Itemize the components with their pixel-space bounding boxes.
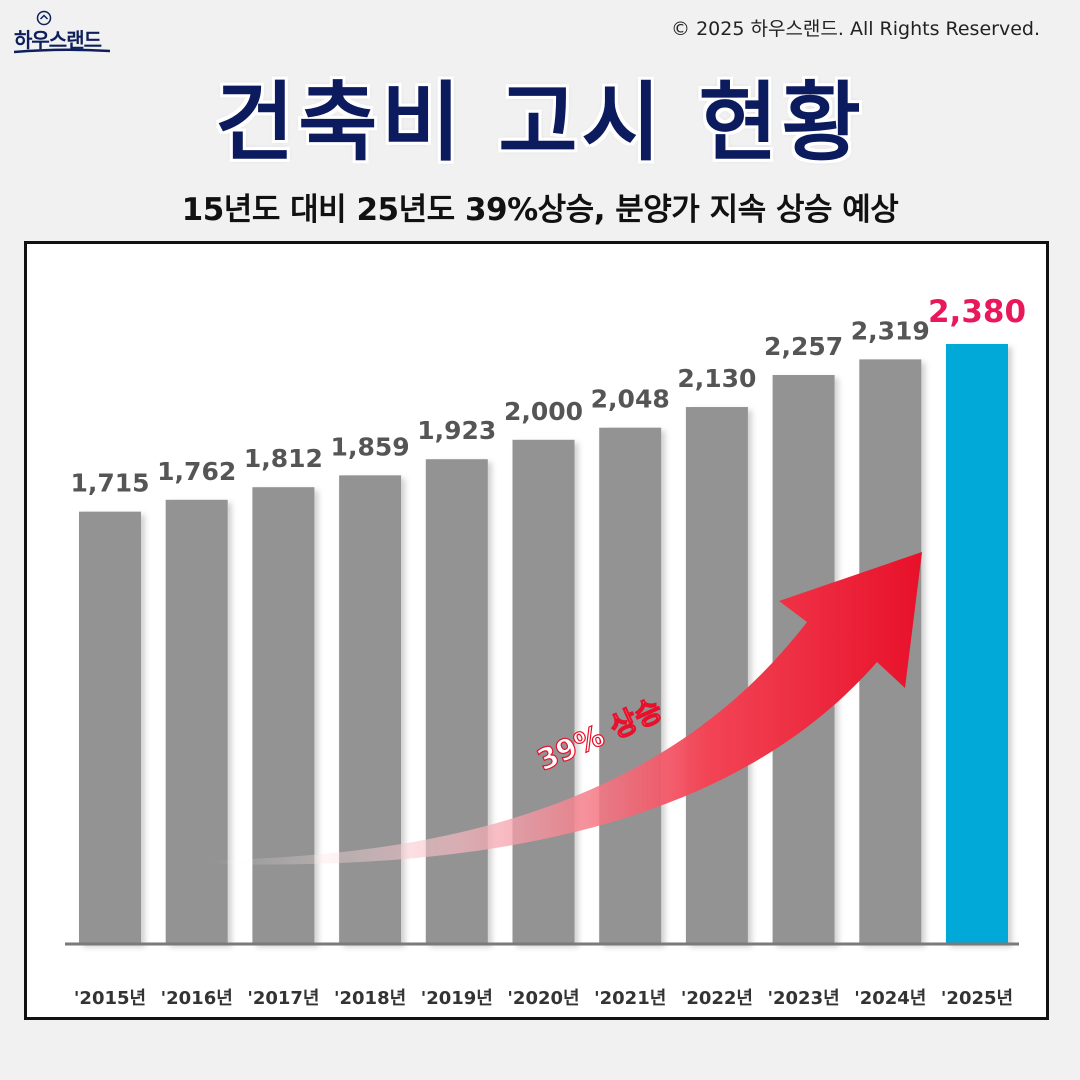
bar-2020 (512, 439, 575, 944)
chart-panel: 39% 상승 1,715'2015년 1,762'2016년 1,812'2017년… (24, 241, 1049, 1020)
category-label: '2020년 (507, 988, 579, 1009)
value-label: 2,130 (677, 364, 756, 393)
value-label: 2,257 (764, 332, 843, 361)
category-label: '2024년 (854, 988, 926, 1009)
value-label: 1,923 (417, 416, 496, 445)
copyright-notice: © 2025 하우스랜드. All Rights Reserved. (671, 18, 1040, 40)
value-label: 1,715 (70, 469, 149, 498)
category-label: '2016년 (161, 988, 233, 1009)
category-label: '2015년 (74, 988, 146, 1009)
category-label: '2019년 (421, 988, 493, 1009)
category-label: '2022년 (681, 988, 753, 1009)
bar-2018 (339, 475, 402, 944)
value-label: 1,859 (331, 432, 410, 461)
value-label: 2,380 (928, 294, 1026, 330)
bar-2019 (425, 459, 488, 944)
value-label: 2,048 (591, 385, 670, 414)
bar-2022 (685, 407, 748, 944)
bar-2016 (165, 499, 228, 944)
bar-chart: 39% 상승 1,715'2015년1,762'2016년1,812'2017년… (65, 294, 1026, 1009)
house-circle-icon (36, 10, 52, 26)
page-subtitle: 15년도 대비 25년도 39%상승, 분양가 지속 상승 예상 (181, 192, 899, 228)
value-label: 2,000 (504, 397, 583, 426)
bar-2017 (252, 487, 315, 944)
category-label: '2023년 (768, 988, 840, 1009)
category-label: '2017년 (247, 988, 319, 1009)
logo-underline (14, 48, 110, 54)
bar-2025 (946, 344, 1008, 944)
value-label: 1,762 (157, 457, 236, 486)
value-label: 2,319 (851, 316, 930, 345)
category-label: '2018년 (334, 988, 406, 1009)
bar-2015 (79, 511, 141, 944)
brand-logo: 하우스랜드 (14, 10, 114, 56)
category-label: '2021년 (594, 988, 666, 1009)
page-title: 건축비 고시 현황 (215, 73, 865, 173)
value-label: 1,812 (244, 444, 323, 473)
category-label: '2025년 (941, 988, 1013, 1009)
brand-logo-text: 하우스랜드 (14, 28, 102, 52)
bar-2021 (599, 427, 662, 944)
